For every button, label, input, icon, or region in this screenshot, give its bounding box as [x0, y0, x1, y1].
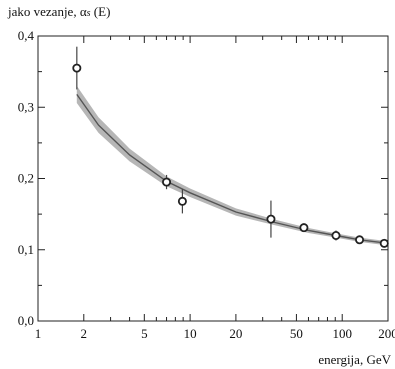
data-point: [72, 63, 82, 73]
data-point: [379, 238, 389, 248]
points-layer: [72, 46, 389, 248]
data-point: [162, 177, 172, 187]
x-tick-label: 50: [290, 326, 303, 341]
data-point: [177, 196, 187, 206]
data-point: [299, 223, 309, 233]
y-tick-label: 0,0: [18, 313, 34, 328]
chart-title: jako vezanje, αs (E): [8, 4, 111, 19]
y-tick-label: 0,4: [18, 28, 35, 43]
y-tick-label: 0,3: [18, 99, 34, 114]
x-tick-label: 100: [332, 326, 352, 341]
axes-layer: 0,0 0,1 0,2 0,3 0,4 1 2 5 10 20 50 100 200: [18, 28, 395, 341]
data-point: [355, 235, 365, 245]
plot-frame: [37, 35, 389, 322]
y-tick-label: 0,2: [18, 171, 34, 186]
x-tick-label: 200: [378, 326, 395, 341]
x-tick-label: 2: [81, 326, 88, 341]
x-axis-label: energija, GeV: [318, 352, 391, 367]
band-layer: [76, 85, 389, 246]
theory-curve: [76, 93, 389, 244]
y-tick-label: 0,1: [18, 242, 34, 257]
x-tick-label: 20: [229, 326, 242, 341]
x-tick-label: 5: [141, 326, 148, 341]
data-point: [266, 214, 276, 224]
x-tick-label: 1: [35, 326, 42, 341]
uncertainty-band: [76, 85, 389, 246]
data-point: [331, 230, 341, 240]
x-tick-label: 10: [184, 326, 197, 341]
